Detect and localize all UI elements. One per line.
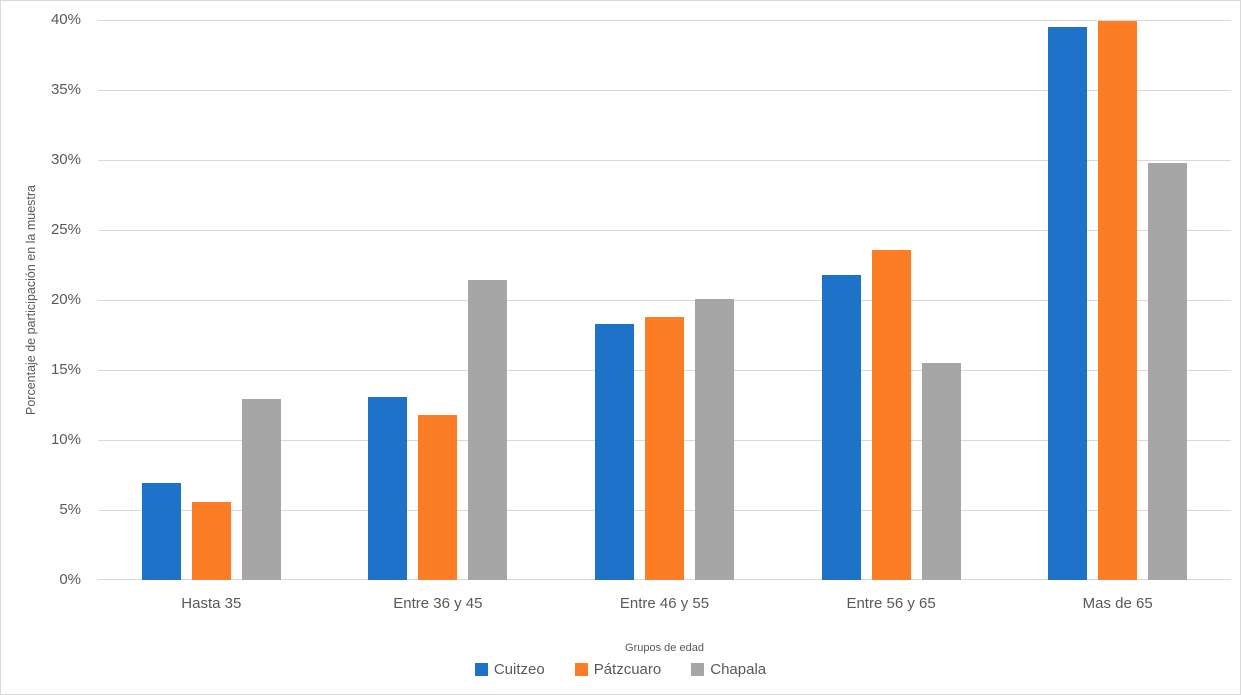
ytick-label-15%: 15% bbox=[50, 361, 81, 378]
x-label-Hasta 35: Hasta 35 bbox=[181, 595, 242, 612]
bar-Pátzcuaro-Hasta 35 bbox=[191, 501, 231, 580]
legend-item-Pátzcuaro: Pátzcuaro bbox=[574, 661, 662, 678]
bar-Pátzcuaro-Entre 56 y 65 bbox=[871, 249, 911, 580]
bar-Cuitzeo-Entre 56 y 65 bbox=[821, 274, 861, 580]
legend-swatch-icon bbox=[474, 663, 488, 676]
gridline-25% bbox=[98, 230, 1231, 231]
legend-item-Cuitzeo: Cuitzeo bbox=[474, 661, 545, 678]
bar-Pátzcuaro-Entre 46 y 55 bbox=[644, 316, 684, 580]
legend-item-Chapala: Chapala bbox=[691, 661, 766, 678]
legend: Cuitzeo Pátzcuaro Chapala bbox=[1, 661, 1240, 678]
ytick-label-10%: 10% bbox=[50, 431, 81, 448]
bar-Cuitzeo-Hasta 35 bbox=[141, 483, 181, 580]
ytick-label-0%: 0% bbox=[59, 571, 81, 588]
legend-swatch-icon bbox=[691, 663, 705, 676]
ytick-label-20%: 20% bbox=[50, 291, 81, 308]
x-axis-title: Grupos de edad bbox=[625, 642, 704, 654]
ytick-label-40%: 40% bbox=[50, 11, 81, 28]
x-label-Entre 56 y 65: Entre 56 y 65 bbox=[846, 595, 936, 612]
bar-Chapala-Entre 56 y 65 bbox=[921, 363, 961, 580]
bar-group-Entre 46 y 55 bbox=[551, 20, 778, 580]
bar-Pátzcuaro-Mas de 65 bbox=[1098, 21, 1138, 580]
bar-groups bbox=[98, 20, 1231, 580]
legend-label: Cuitzeo bbox=[493, 661, 545, 678]
bar-Chapala-Hasta 35 bbox=[241, 399, 281, 580]
ytick-label-5%: 5% bbox=[59, 501, 81, 518]
legend-label: Chapala bbox=[710, 661, 767, 678]
bar-Pátzcuaro-Entre 36 y 45 bbox=[418, 414, 458, 580]
bar-Chapala-Entre 36 y 45 bbox=[468, 280, 508, 580]
gridline-35% bbox=[98, 90, 1231, 91]
ytick-label-35%: 35% bbox=[50, 81, 81, 98]
bar-Cuitzeo-Entre 36 y 45 bbox=[368, 396, 408, 580]
legend-label: Pátzcuaro bbox=[593, 661, 662, 678]
bar-Chapala-Mas de 65 bbox=[1148, 162, 1188, 580]
gridline-20% bbox=[98, 300, 1231, 301]
bar-Chapala-Entre 46 y 55 bbox=[694, 298, 734, 580]
x-axis-category-labels: Hasta 35 Entre 36 y 45 Entre 46 y 55 Entre … bbox=[98, 595, 1231, 612]
gridline-30% bbox=[98, 160, 1231, 161]
x-label-Entre 46 y 55: Entre 46 y 55 bbox=[619, 595, 710, 612]
bar-Cuitzeo-Mas de 65 bbox=[1048, 27, 1088, 580]
legend-swatch-icon bbox=[574, 663, 588, 676]
bar-group-Entre 36 y 45 bbox=[325, 20, 552, 580]
gridline-40% bbox=[98, 20, 1231, 21]
bar-Cuitzeo-Entre 46 y 55 bbox=[594, 323, 634, 580]
bar-group-Entre 56 y 65 bbox=[778, 20, 1005, 580]
bar-group-Hasta 35 bbox=[98, 20, 325, 580]
x-label-Mas de 65: Mas de 65 bbox=[1082, 595, 1153, 612]
bar-group-Mas de 65 bbox=[1004, 20, 1231, 580]
ytick-label-25%: 25% bbox=[50, 221, 81, 238]
x-label-Entre 36 y 45: Entre 36 y 45 bbox=[393, 595, 483, 612]
plot-area bbox=[98, 20, 1231, 580]
ytick-label-30%: 30% bbox=[50, 151, 81, 168]
